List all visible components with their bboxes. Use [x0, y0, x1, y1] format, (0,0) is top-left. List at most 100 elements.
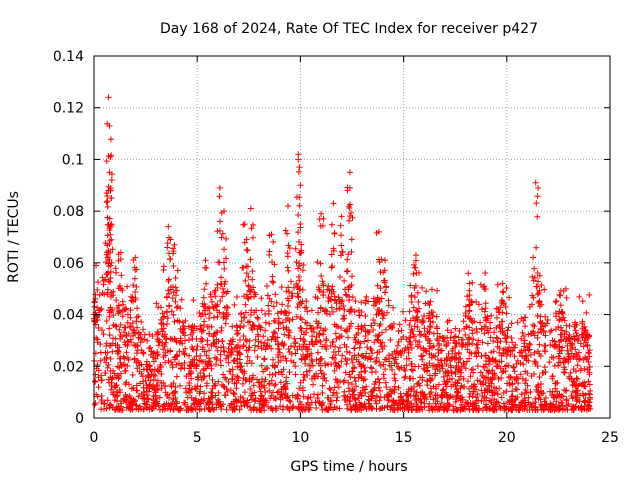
- data-point: [549, 373, 556, 380]
- data-point: [167, 347, 174, 354]
- data-point: [336, 363, 343, 370]
- data-point: [345, 334, 352, 341]
- data-point: [236, 406, 243, 413]
- data-point: [229, 375, 236, 382]
- data-point: [126, 405, 133, 412]
- data-point: [306, 406, 313, 413]
- data-point: [204, 323, 211, 330]
- data-point: [208, 389, 215, 396]
- data-point: [275, 388, 282, 395]
- data-point: [179, 319, 186, 326]
- data-point: [565, 401, 572, 408]
- data-point: [368, 365, 375, 372]
- data-point: [579, 298, 586, 305]
- data-point: [371, 385, 378, 392]
- data-point: [271, 362, 278, 369]
- data-point: [194, 343, 201, 350]
- data-point: [356, 361, 363, 368]
- data-point: [294, 391, 301, 398]
- data-point: [420, 312, 427, 319]
- data-point: [106, 379, 113, 386]
- data-point: [200, 294, 207, 301]
- data-point: [429, 404, 436, 411]
- data-point: [124, 319, 131, 326]
- data-point: [328, 221, 335, 228]
- data-point: [432, 383, 439, 390]
- data-point: [210, 340, 217, 347]
- data-point: [329, 339, 336, 346]
- data-point: [522, 386, 529, 393]
- data-point: [256, 407, 263, 414]
- data-point: [322, 343, 329, 350]
- data-point: [328, 251, 335, 258]
- data-point: [187, 370, 194, 377]
- data-point: [551, 338, 558, 345]
- data-point: [95, 384, 102, 391]
- data-point: [176, 348, 183, 355]
- data-point: [587, 387, 594, 394]
- data-point: [348, 381, 355, 388]
- data-point: [158, 385, 165, 392]
- data-point: [346, 169, 353, 176]
- data-point: [201, 373, 208, 380]
- data-point: [527, 351, 534, 358]
- data-point: [200, 327, 207, 334]
- data-point: [364, 344, 371, 351]
- data-point: [572, 319, 579, 326]
- data-point: [224, 311, 231, 318]
- data-point: [536, 374, 543, 381]
- data-point: [247, 205, 254, 212]
- data-point: [387, 336, 394, 343]
- data-point: [106, 278, 113, 285]
- data-point: [535, 395, 542, 402]
- data-point: [206, 372, 213, 379]
- data-point: [199, 358, 206, 365]
- data-point: [445, 350, 452, 357]
- data-point: [207, 294, 214, 301]
- data-point: [466, 287, 473, 294]
- data-point: [346, 397, 353, 404]
- data-point: [503, 362, 510, 369]
- y-tick-label: 0.02: [53, 359, 84, 375]
- data-point: [462, 406, 469, 413]
- data-point: [444, 368, 451, 375]
- data-point: [351, 374, 358, 381]
- data-point: [530, 371, 537, 378]
- data-point: [470, 383, 477, 390]
- data-point: [488, 312, 495, 319]
- data-point: [116, 326, 123, 333]
- data-point: [490, 390, 497, 397]
- data-point: [272, 330, 279, 337]
- data-point: [229, 323, 236, 330]
- data-point: [292, 371, 299, 378]
- data-point: [188, 369, 195, 376]
- data-point: [181, 337, 188, 344]
- data-point: [426, 345, 433, 352]
- data-point: [468, 298, 475, 305]
- data-point: [92, 378, 99, 385]
- data-point: [247, 293, 254, 300]
- data-point: [338, 325, 345, 332]
- data-point: [382, 326, 389, 333]
- data-point: [566, 335, 573, 342]
- data-point: [225, 353, 232, 360]
- data-point: [479, 373, 486, 380]
- data-point: [574, 387, 581, 394]
- data-point: [186, 382, 193, 389]
- data-point: [452, 383, 459, 390]
- data-point: [181, 365, 188, 372]
- data-point: [526, 303, 533, 310]
- data-point: [243, 360, 250, 367]
- data-point: [439, 335, 446, 342]
- data-point: [462, 312, 469, 319]
- data-point: [107, 262, 114, 269]
- data-point: [319, 389, 326, 396]
- data-point: [488, 376, 495, 383]
- data-point: [586, 364, 593, 370]
- data-point: [500, 368, 507, 375]
- data-point: [258, 339, 265, 346]
- data-point: [512, 385, 519, 392]
- data-point: [294, 304, 301, 311]
- data-point: [407, 317, 414, 324]
- data-point: [210, 332, 217, 339]
